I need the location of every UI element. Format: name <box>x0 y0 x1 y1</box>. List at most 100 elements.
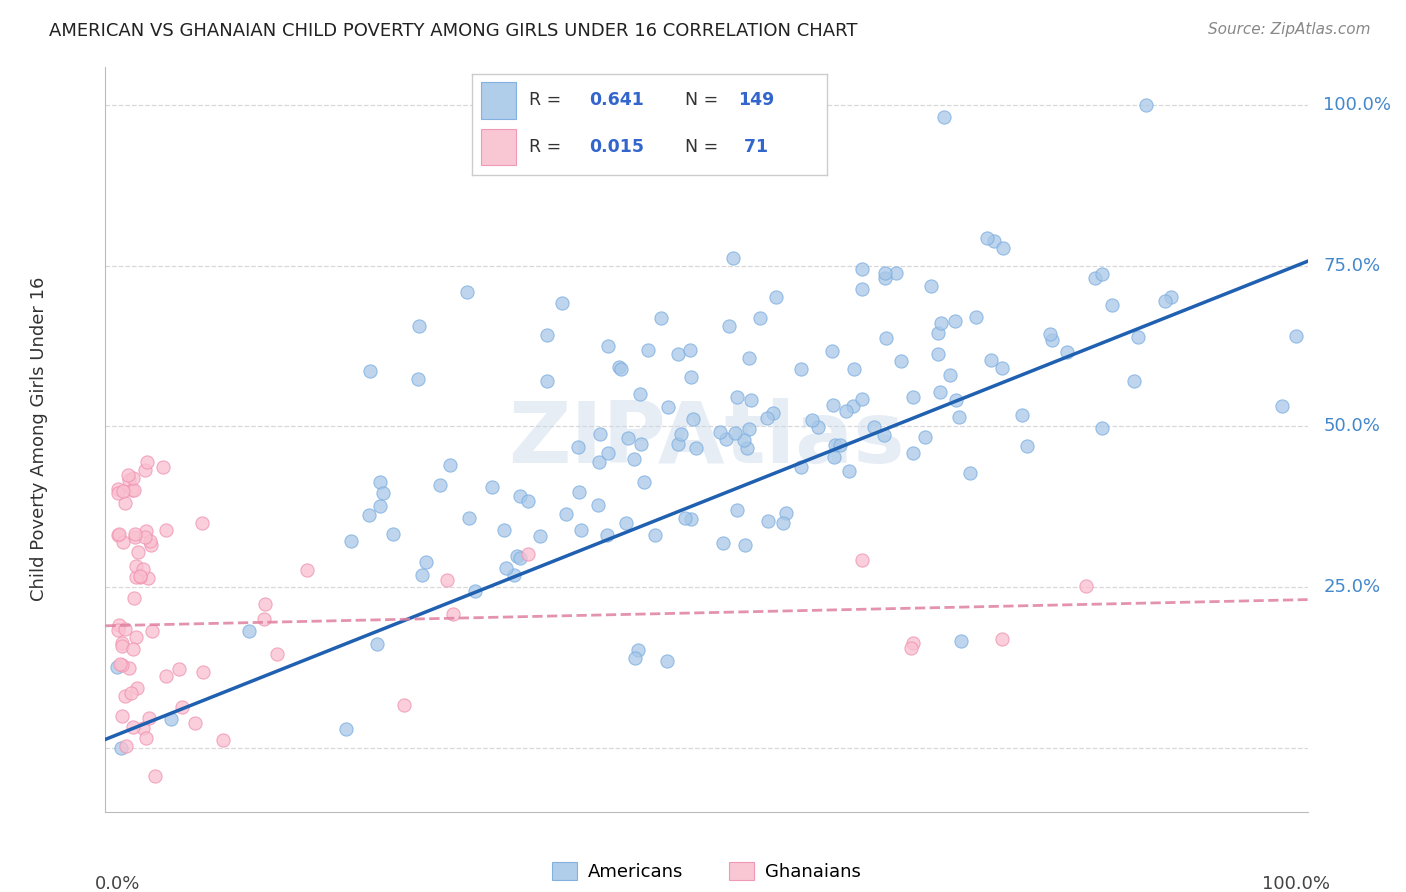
Point <box>509 489 531 503</box>
Point <box>1017 439 1039 453</box>
Point <box>644 528 666 542</box>
Point <box>842 361 865 376</box>
Point <box>132 721 155 735</box>
Point <box>138 571 160 585</box>
Text: ZIPAtlas: ZIPAtlas <box>508 398 905 481</box>
Point <box>682 411 704 425</box>
Point <box>980 353 1002 368</box>
Point <box>122 483 145 498</box>
Point <box>733 434 755 448</box>
Point <box>494 524 516 538</box>
Point <box>824 438 846 452</box>
Point <box>169 662 191 676</box>
Point <box>134 463 156 477</box>
Point <box>724 426 747 441</box>
Point <box>429 478 451 492</box>
Point <box>679 343 702 357</box>
Point <box>851 392 873 406</box>
Point <box>943 314 966 328</box>
Point <box>359 364 381 378</box>
Point <box>596 446 619 460</box>
Point <box>536 374 558 388</box>
Point <box>550 295 572 310</box>
Point <box>503 568 526 582</box>
Text: 100.0%: 100.0% <box>1323 96 1391 114</box>
Point <box>666 346 689 360</box>
Point <box>586 498 609 512</box>
Point <box>458 511 481 525</box>
Point <box>111 709 134 723</box>
Point <box>617 431 640 445</box>
Point <box>135 524 157 538</box>
Point <box>111 636 134 650</box>
Point <box>117 468 139 483</box>
Point <box>441 607 464 622</box>
Point <box>748 311 770 326</box>
Point <box>596 339 619 353</box>
Point <box>212 733 235 747</box>
Point <box>160 712 183 726</box>
Point <box>1040 333 1063 347</box>
Point <box>588 455 610 469</box>
Text: Source: ZipAtlas.com: Source: ZipAtlas.com <box>1208 22 1371 37</box>
Point <box>1126 330 1149 344</box>
Point <box>807 420 830 434</box>
Point <box>366 637 388 651</box>
Point <box>1135 98 1157 112</box>
Point <box>627 643 650 657</box>
Point <box>991 360 1014 375</box>
Point <box>155 523 177 537</box>
Point <box>1091 267 1114 281</box>
Point <box>756 514 779 528</box>
Point <box>114 496 136 510</box>
Point <box>112 483 135 498</box>
Point <box>111 534 134 549</box>
Point <box>105 660 128 674</box>
Point <box>589 427 612 442</box>
Point <box>368 475 391 489</box>
Point <box>138 711 160 725</box>
Point <box>1084 271 1107 285</box>
Point <box>122 721 145 735</box>
Point <box>993 241 1015 255</box>
Point <box>114 690 136 704</box>
Point <box>718 319 741 334</box>
Point <box>107 485 129 500</box>
Text: 50.0%: 50.0% <box>1323 417 1381 435</box>
Point <box>118 661 141 675</box>
Point <box>873 271 896 285</box>
Point <box>1056 345 1078 359</box>
Point <box>253 612 276 626</box>
Point <box>790 362 813 376</box>
Point <box>959 466 981 480</box>
Point <box>735 442 758 456</box>
Point <box>118 473 141 487</box>
Point <box>884 266 907 280</box>
Point <box>927 347 949 361</box>
Point <box>1160 290 1182 304</box>
Point <box>821 343 844 358</box>
Point <box>335 722 357 736</box>
Point <box>124 527 146 541</box>
Point <box>725 390 748 404</box>
Point <box>900 640 922 655</box>
Point <box>129 569 152 583</box>
Point <box>628 387 651 401</box>
Point <box>567 440 589 454</box>
Point <box>128 569 150 583</box>
Point <box>990 632 1012 647</box>
Point <box>838 464 860 478</box>
Point <box>772 516 794 530</box>
Point <box>138 533 160 548</box>
Point <box>637 343 659 357</box>
Point <box>170 699 193 714</box>
Point <box>1270 399 1292 413</box>
Text: 25.0%: 25.0% <box>1323 578 1381 596</box>
Point <box>765 290 787 304</box>
Point <box>623 452 645 467</box>
Point <box>517 494 540 508</box>
Point <box>939 368 962 382</box>
Point <box>568 484 591 499</box>
Point <box>738 351 761 366</box>
Point <box>481 479 503 493</box>
